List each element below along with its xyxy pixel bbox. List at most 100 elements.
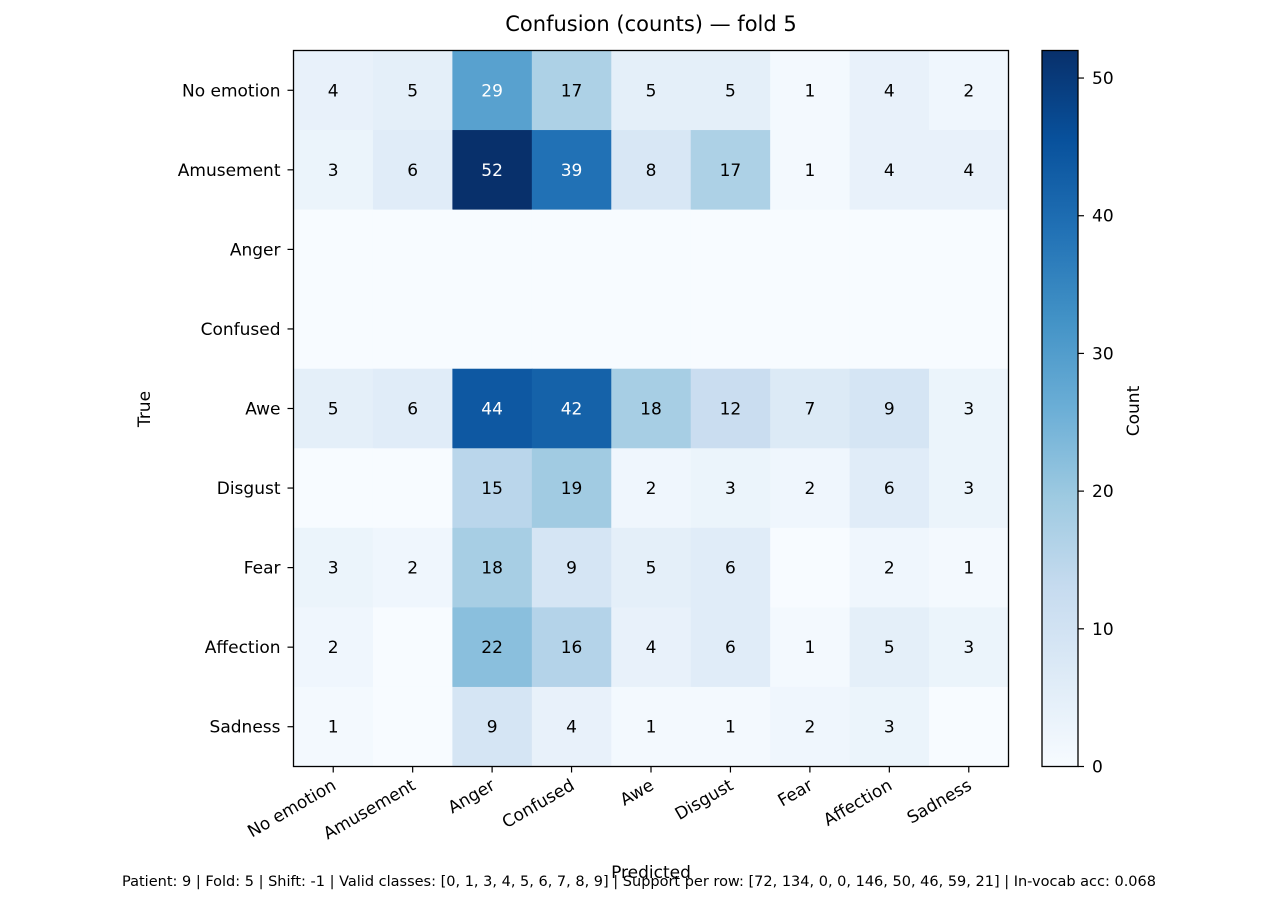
heatmap-cell bbox=[531, 607, 612, 688]
heatmap-cell bbox=[849, 607, 930, 688]
cell-value-label: 52 bbox=[481, 161, 503, 181]
x-tick-label: Anger bbox=[445, 776, 499, 819]
cell-value-label: 18 bbox=[481, 559, 503, 579]
heatmap-cell bbox=[293, 368, 374, 449]
cell-value-label: 8 bbox=[646, 161, 657, 181]
heatmap-cell bbox=[849, 368, 930, 449]
heatmap-cell bbox=[611, 527, 692, 608]
cell-value-label: 3 bbox=[963, 479, 974, 499]
heatmap-cell bbox=[690, 130, 771, 211]
heatmap-cell bbox=[690, 527, 771, 608]
y-tick-label: Confused bbox=[201, 320, 281, 340]
y-axis-ticks: No emotion Amusement Anger Confused Awe Disgu… bbox=[178, 81, 294, 738]
heatmap-cell bbox=[770, 50, 851, 131]
y-axis-label: True bbox=[135, 391, 155, 428]
heatmap-cell bbox=[690, 448, 771, 529]
x-tick-label: Sadness bbox=[904, 775, 976, 828]
heatmap-cell bbox=[611, 686, 692, 768]
heatmap-cell bbox=[531, 527, 612, 608]
heatmap-cell bbox=[770, 368, 851, 449]
heatmap-cell bbox=[452, 607, 533, 688]
cell-value-label: 15 bbox=[481, 479, 503, 499]
cell-value-label: 3 bbox=[963, 400, 974, 420]
heatmap-cell bbox=[372, 50, 453, 131]
heatmap-cells bbox=[293, 50, 1010, 768]
heatmap-cell bbox=[531, 448, 612, 529]
heatmap-cell bbox=[770, 130, 851, 211]
colorbar-tick-label: 30 bbox=[1092, 344, 1114, 364]
colorbar-ticks: 0 10 20 30 40 50 bbox=[1078, 69, 1114, 778]
heatmap-cell bbox=[849, 50, 930, 131]
heatmap-cell bbox=[372, 448, 453, 529]
heatmap-cell bbox=[452, 130, 533, 211]
heatmap-cell bbox=[293, 686, 374, 768]
cell-value-label: 3 bbox=[328, 161, 339, 181]
heatmap-cell bbox=[531, 289, 612, 370]
heatmap-cell bbox=[452, 448, 533, 529]
cell-value-label: 2 bbox=[804, 718, 815, 738]
heatmap-cell bbox=[611, 50, 692, 131]
x-axis-label: Predicted bbox=[611, 863, 691, 883]
cell-value-label: 1 bbox=[646, 718, 657, 738]
cell-value-label: 1 bbox=[804, 161, 815, 181]
cell-value-label: 39 bbox=[561, 161, 583, 181]
cell-value-label: 3 bbox=[884, 718, 895, 738]
heatmap-cell bbox=[293, 130, 374, 211]
heatmap-cell bbox=[372, 686, 453, 768]
colorbar-label: Count bbox=[1124, 385, 1144, 436]
cell-value-label: 12 bbox=[720, 400, 742, 420]
cell-value-label: 17 bbox=[720, 161, 742, 181]
y-tick-label: No emotion bbox=[182, 81, 281, 101]
y-tick-label: Disgust bbox=[217, 479, 281, 499]
heatmap-cell bbox=[690, 209, 771, 290]
colorbar-tick-label: 20 bbox=[1092, 482, 1114, 502]
heatmap-cell bbox=[372, 527, 453, 608]
heatmap-cell bbox=[849, 448, 930, 529]
heatmap-cell bbox=[770, 289, 851, 370]
y-tick-label: Awe bbox=[245, 400, 280, 420]
heatmap-cell bbox=[293, 50, 374, 131]
cell-value-label: 1 bbox=[725, 718, 736, 738]
cell-value-label: 3 bbox=[725, 479, 736, 499]
cell-value-label: 6 bbox=[407, 400, 418, 420]
cell-value-label: 1 bbox=[804, 81, 815, 101]
cell-value-label: 9 bbox=[487, 718, 498, 738]
cell-value-label: 9 bbox=[884, 400, 895, 420]
cell-value-label: 1 bbox=[804, 638, 815, 658]
heatmap-cell bbox=[611, 607, 692, 688]
cell-value-label: 44 bbox=[481, 400, 503, 420]
heatmap-cell bbox=[293, 448, 374, 529]
cell-value-label: 4 bbox=[884, 81, 895, 101]
heatmap-cell bbox=[929, 130, 1010, 211]
cell-value-label: 5 bbox=[646, 559, 657, 579]
heatmap-cell bbox=[770, 527, 851, 608]
heatmap-cell bbox=[929, 448, 1010, 529]
cell-value-label: 2 bbox=[328, 638, 339, 658]
heatmap-cell bbox=[293, 527, 374, 608]
cell-value-label: 1 bbox=[963, 559, 974, 579]
heatmap-cell bbox=[531, 130, 612, 211]
cell-value-label: 4 bbox=[566, 718, 577, 738]
cell-value-label: 18 bbox=[640, 400, 662, 420]
heatmap-cell bbox=[849, 686, 930, 768]
heatmap-cell bbox=[531, 50, 612, 131]
cell-value-label: 6 bbox=[407, 161, 418, 181]
heatmap-cell bbox=[929, 686, 1010, 768]
cell-value-label: 5 bbox=[646, 81, 657, 101]
heatmap-cell bbox=[452, 289, 533, 370]
cell-value-label: 16 bbox=[561, 638, 583, 658]
heatmap-cell bbox=[770, 686, 851, 768]
cell-value-label: 4 bbox=[884, 161, 895, 181]
heatmap-cell bbox=[690, 289, 771, 370]
heatmap-cell bbox=[452, 368, 533, 449]
cell-value-label: 19 bbox=[561, 479, 583, 499]
x-tick-label: Confused bbox=[499, 776, 578, 833]
heatmap-cell bbox=[293, 607, 374, 688]
heatmap-cell bbox=[929, 607, 1010, 688]
heatmap-cell bbox=[770, 448, 851, 529]
y-tick-label: Fear bbox=[244, 559, 281, 579]
cell-value-label: 6 bbox=[884, 479, 895, 499]
cell-value-label: 1 bbox=[328, 718, 339, 738]
heatmap-cell bbox=[372, 368, 453, 449]
